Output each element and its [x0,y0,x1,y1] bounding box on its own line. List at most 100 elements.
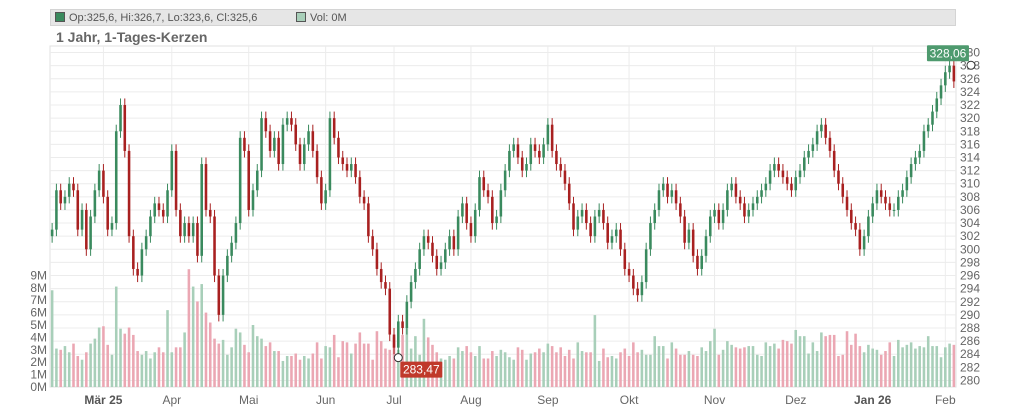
volume-bar [204,312,208,387]
volume-bar [379,341,383,387]
candle-body [815,131,819,145]
candle-body [354,164,357,178]
candle-body [255,170,259,191]
candle-body [114,131,118,224]
volume-bar [337,357,340,387]
candle-body [226,255,229,276]
candle-body [525,164,528,171]
volume-bar [401,334,404,387]
candle-body [632,275,635,289]
volume-bar [89,343,92,387]
volume-bar [187,269,191,387]
candle-body [273,137,276,151]
candle-body [683,216,686,243]
candle-body [619,229,622,250]
volume-bar [832,334,836,387]
price-tick-label: 296 [960,269,980,283]
candle-body [397,321,400,348]
candle-body [324,190,327,204]
candle-body [939,85,943,99]
candle-body [811,144,815,151]
volume-bar [243,344,246,387]
candle-body [952,65,956,82]
volume-bar [858,346,862,387]
candle-body [845,196,849,210]
volume-bar [478,346,481,387]
volume-bar [644,354,648,387]
candle-body [217,275,221,315]
candle-body [221,275,225,315]
x-axis: Mär 25 Apr Mai Jun Jul Aug Sep Okt Nov Dez Jan 26 F… [84,393,956,407]
candle-body [760,190,763,197]
candle-body [405,301,409,328]
volume-bar [127,327,131,387]
legend-bar: Op:325,6, Hi:326,7, Lo:323,6, Cl:325,6 V… [50,9,956,26]
x-tick-label: Nov [704,393,725,407]
volume-bar [119,328,122,387]
markers: 328,06 283,47 [393,45,976,378]
candle-body [717,209,721,224]
volume-bar [781,339,785,387]
candle-body [593,216,597,237]
volume-bar [623,348,627,387]
volume-bar [486,358,490,387]
candle-body [243,137,246,151]
volume-bar [217,343,221,387]
volume-bar [747,346,751,387]
candle-body [204,164,208,210]
candle-body [157,203,161,210]
volume-bar [542,352,545,387]
volume-bar [952,344,956,387]
candle-body [170,150,174,191]
candle-body [418,249,421,269]
volume-bar [345,342,349,387]
candle-body [127,150,131,237]
candle-body [89,216,92,250]
candle-body [448,236,451,250]
candle-body [362,196,366,204]
candle-body [456,216,460,250]
volume-bar [516,347,520,387]
volume-bar [785,341,789,387]
candle-body [867,216,870,237]
candle-body [302,144,306,165]
volume-bar [341,341,345,387]
volume-bar [824,336,827,387]
volume-bar [200,284,203,387]
volume-bar [388,349,392,387]
volume-tick-label: 8M [30,281,47,295]
candle-body [337,137,340,158]
candle-body [520,157,524,171]
candle-body [747,209,751,217]
candle-body [264,118,268,132]
volume-bar [251,325,255,387]
volume-legend-item: Vol: 0M [296,11,347,25]
volume-bar [820,332,823,387]
candle-body [850,209,853,224]
candle-body [213,216,216,276]
candle-body [414,268,417,283]
price-marker-label: 283,47 [403,363,440,377]
volume-bar [653,336,656,387]
candle-body [653,209,656,224]
volume-bar [298,359,302,387]
volume-bar [726,341,729,387]
candle-body [589,223,592,237]
volume-bar [610,356,614,387]
volume-bar [324,346,327,387]
price-tick-label: 300 [960,242,980,256]
volume-bar [649,354,652,387]
volume-bar [174,347,178,387]
candle-body [503,170,507,191]
x-tick-label: Okt [620,393,639,407]
volume-bar [456,347,460,387]
candle-body [179,209,182,237]
candle-body [234,223,238,243]
candle-body [888,203,892,210]
volume-bar [897,339,900,387]
volume-bar [221,339,225,387]
candle-body [508,150,511,171]
candle-body [636,288,639,296]
